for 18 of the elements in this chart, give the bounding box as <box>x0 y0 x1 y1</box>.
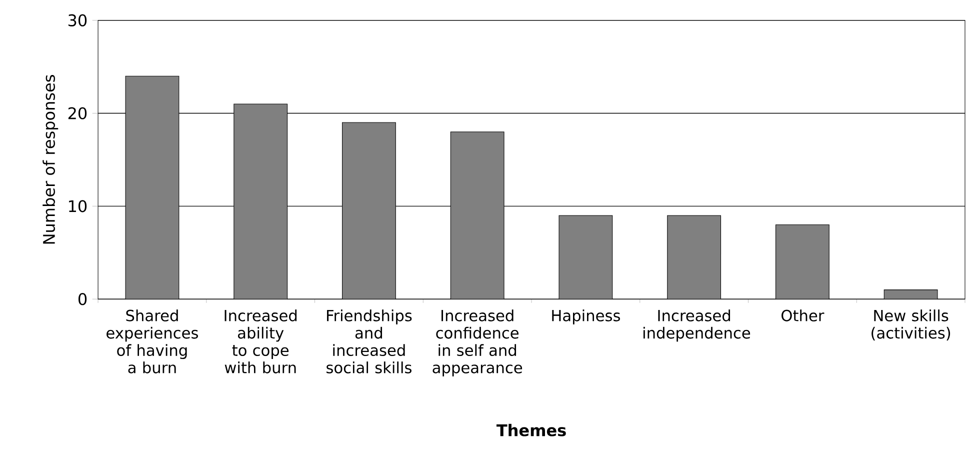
x-tick-label: Increased confidence in self and appearance <box>432 309 522 376</box>
y-tick-label: 20 <box>68 107 87 120</box>
y-axis-title: Number of responses <box>42 74 58 244</box>
y-tick-label: 0 <box>78 292 87 306</box>
x-tick-label: Other <box>782 309 824 322</box>
x-tick-label: Shared experiences of having a burn <box>106 309 198 374</box>
x-tick-label: Increased ability to cope with burn <box>224 309 297 374</box>
bar <box>558 215 613 300</box>
x-tick-label: Friendships and increased social skills <box>326 309 412 374</box>
bar <box>776 224 830 300</box>
x-tick-label: Increased independence <box>644 309 750 342</box>
x-axis-title: Themes <box>496 424 566 436</box>
bar <box>667 215 722 300</box>
bar <box>884 289 938 300</box>
x-tick-label: Hapiness <box>552 309 620 324</box>
y-tick-label: 30 <box>68 14 87 26</box>
y-tick-label: 10 <box>69 200 87 212</box>
x-tick-label: New skills (activities) <box>872 309 950 340</box>
